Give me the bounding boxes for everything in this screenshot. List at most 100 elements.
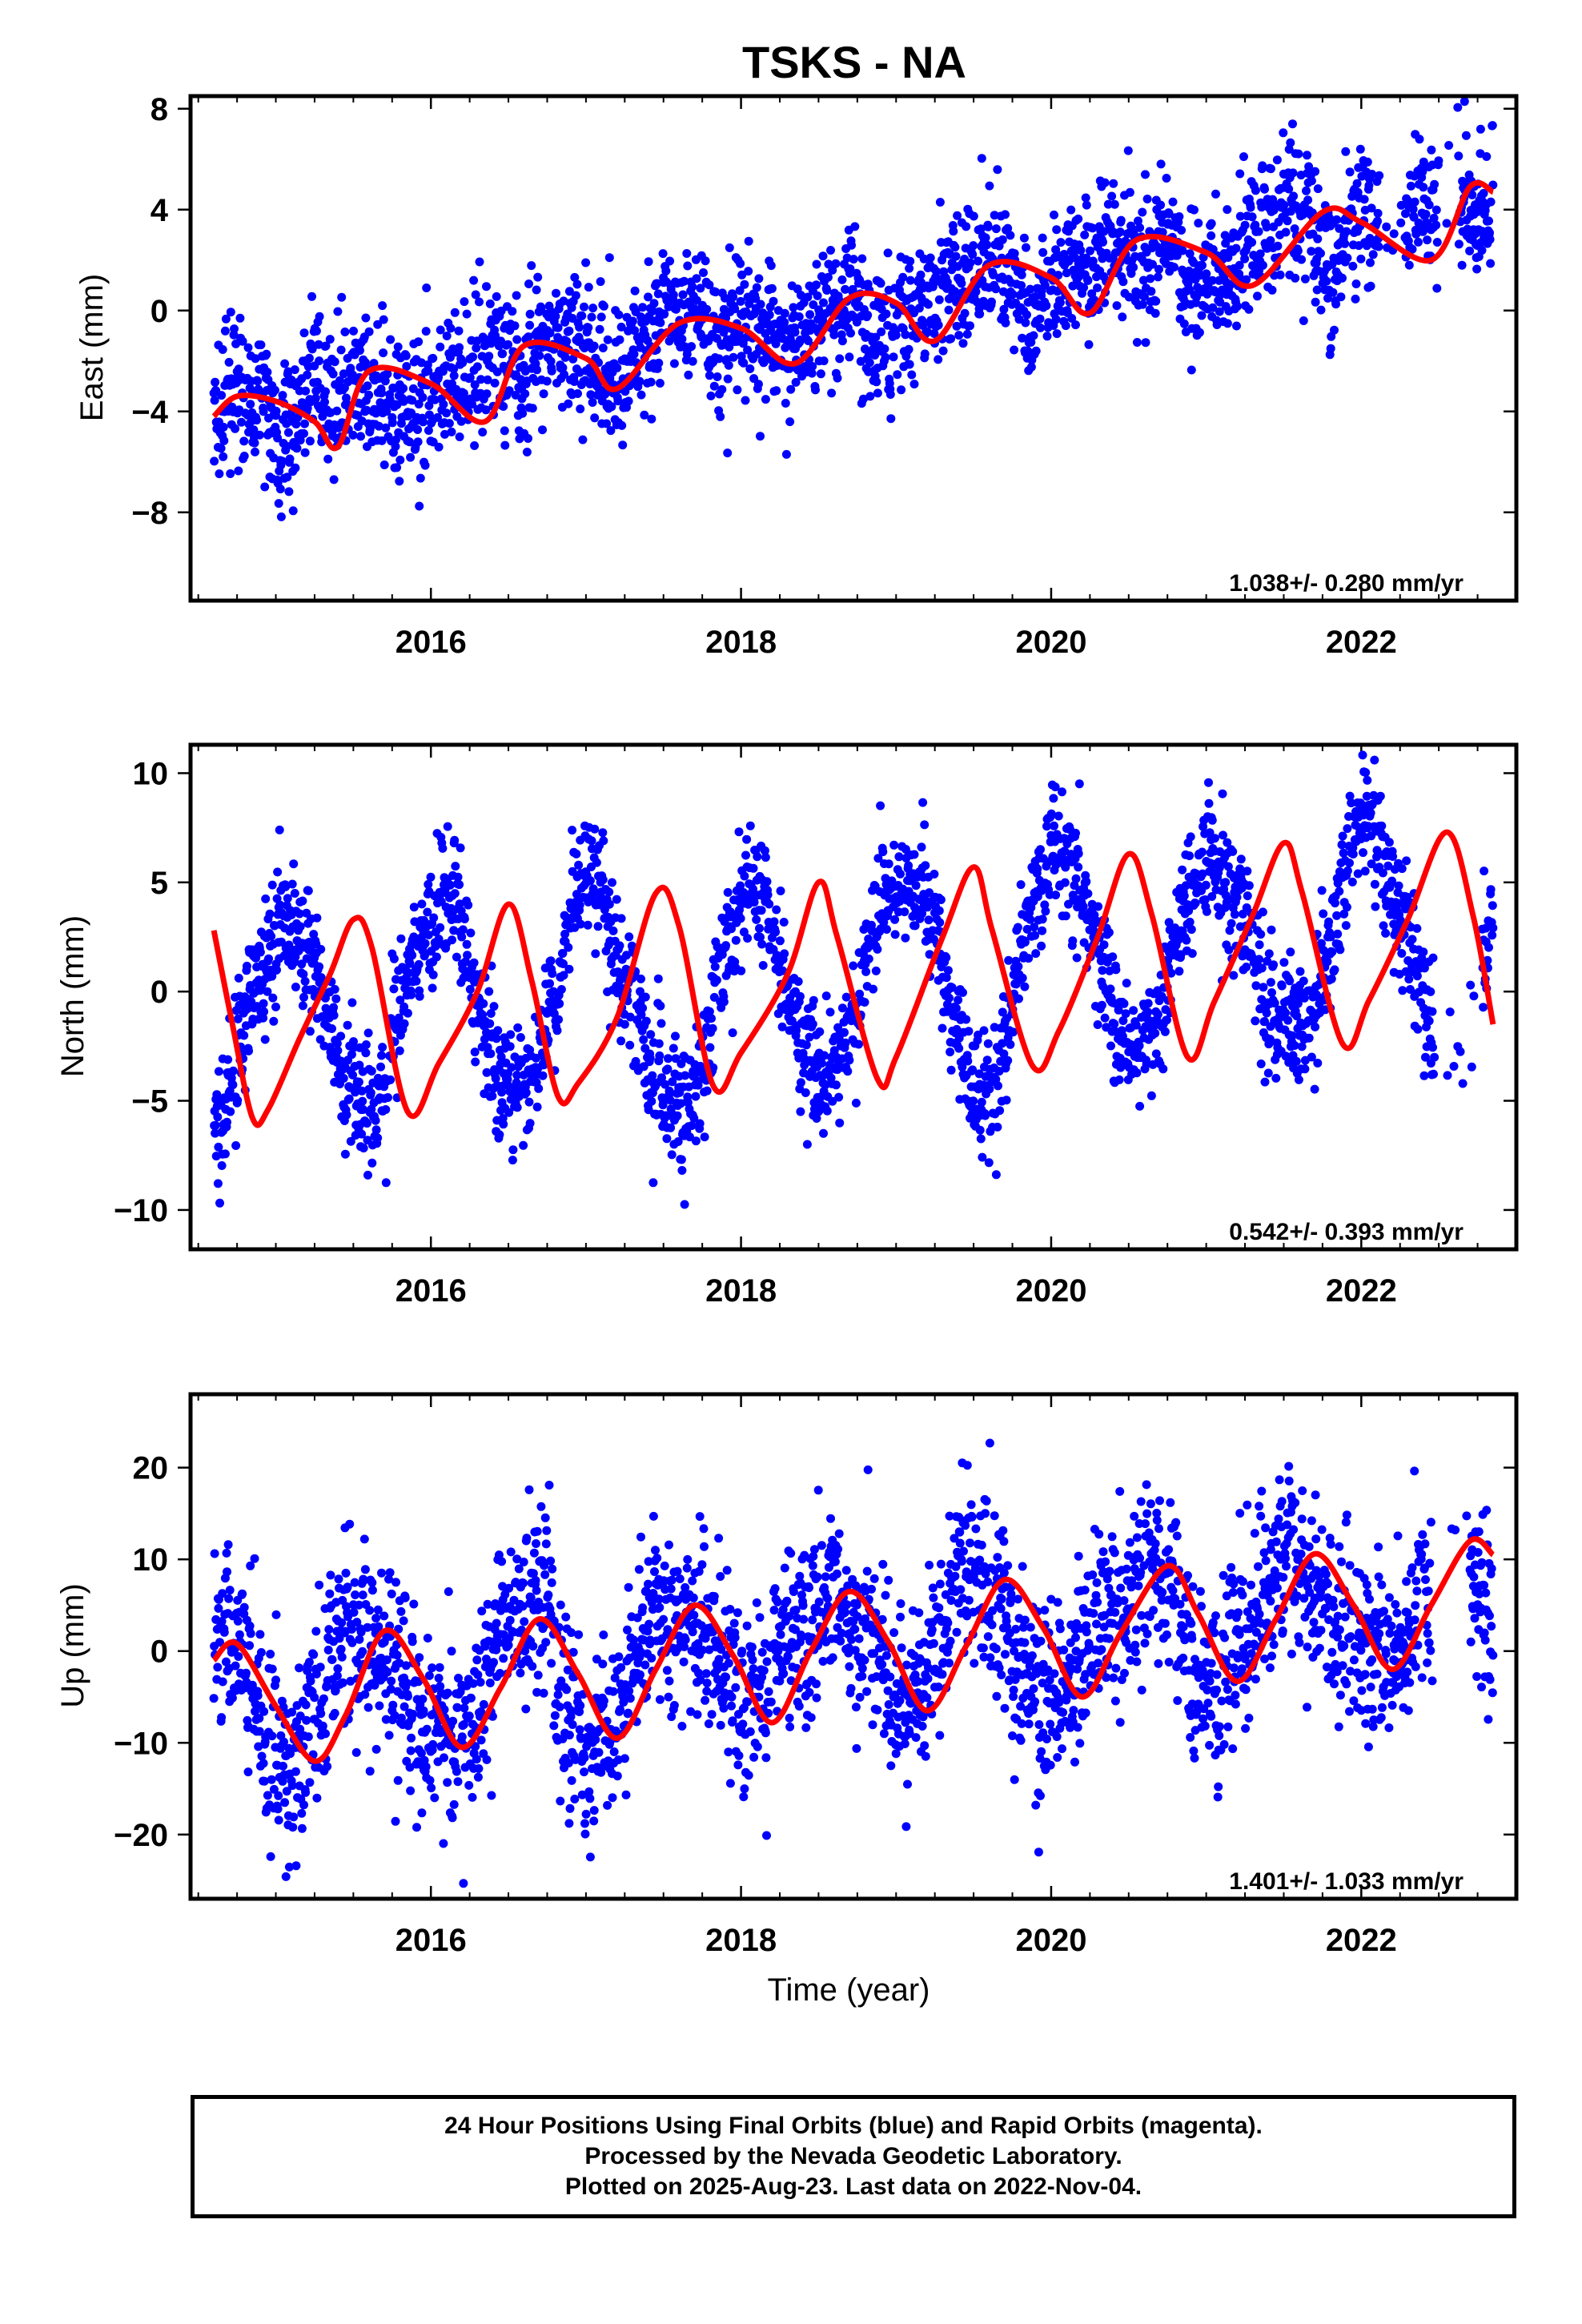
east-data-point <box>1017 270 1026 279</box>
north-data-point <box>942 953 951 963</box>
north-data-point <box>753 852 762 862</box>
north-data-point <box>559 959 568 968</box>
north-data-point <box>268 993 278 1003</box>
east-data-point <box>1284 184 1294 194</box>
north-data-point <box>687 1121 697 1130</box>
east-data-point <box>951 251 961 261</box>
east-data-point <box>321 387 330 396</box>
north-data-point <box>215 1198 224 1208</box>
north-y-tick-label: −10 <box>114 1193 168 1228</box>
east-data-point <box>402 362 412 371</box>
east-data-point <box>966 321 974 331</box>
east-data-point <box>440 429 449 439</box>
north-data-point <box>507 1063 516 1072</box>
north-data-point <box>710 962 720 971</box>
east-data-point <box>1303 151 1311 160</box>
north-data-point <box>1262 1008 1271 1018</box>
east-data-point <box>721 293 729 303</box>
north-data-point <box>1100 1013 1110 1023</box>
north-data-point <box>991 1170 1001 1180</box>
north-data-point <box>400 1019 409 1028</box>
east-data-point <box>498 349 508 359</box>
north-data-point <box>721 941 731 951</box>
east-data-point <box>812 259 821 269</box>
east-data-point <box>1168 197 1178 207</box>
north-data-point <box>822 1106 832 1116</box>
north-data-point <box>532 1102 542 1112</box>
east-data-point <box>1195 328 1204 337</box>
north-data-point <box>757 906 766 915</box>
north-data-point <box>1297 1042 1307 1051</box>
north-data-point <box>366 1088 375 1097</box>
north-data-point <box>443 822 452 831</box>
east-data-point <box>1141 338 1150 348</box>
east-data-point <box>1008 290 1018 299</box>
east-data-point <box>850 222 860 231</box>
east-data-point <box>872 377 881 387</box>
east-data-point <box>278 391 287 400</box>
east-data-point <box>1066 205 1076 215</box>
north-data-point <box>647 1096 656 1106</box>
east-data-point <box>569 377 579 386</box>
east-data-point <box>392 463 402 472</box>
north-data-point <box>495 1130 504 1140</box>
east-data-point <box>301 386 311 396</box>
north-data-point <box>1135 1101 1145 1111</box>
east-data-point <box>905 256 915 266</box>
north-data-point <box>466 928 476 938</box>
east-data-point <box>219 436 229 445</box>
east-data-point <box>1174 212 1184 221</box>
north-data-point <box>1150 1028 1160 1038</box>
east-data-point <box>1332 215 1342 224</box>
north-data-point <box>681 1071 690 1080</box>
north-data-point <box>1110 1019 1119 1029</box>
east-data-point <box>239 452 249 460</box>
east-data-point <box>1479 188 1488 198</box>
east-data-point <box>1364 181 1374 191</box>
north-data-point <box>223 1117 231 1127</box>
north-data-point <box>395 1046 404 1055</box>
east-data-point <box>413 437 423 447</box>
north-data-point <box>1003 1055 1013 1065</box>
north-data-point <box>636 974 645 983</box>
north-data-point <box>1060 878 1070 887</box>
north-data-point <box>1143 999 1153 1008</box>
north-data-point <box>1132 1068 1142 1078</box>
east-data-point <box>646 377 656 387</box>
east-data-point <box>1062 268 1071 278</box>
east-data-point <box>573 389 582 398</box>
east-data-point <box>958 339 968 348</box>
east-data-point <box>1419 183 1428 192</box>
east-data-point <box>1026 362 1036 372</box>
north-data-point <box>705 1007 714 1016</box>
north-data-point <box>403 1008 412 1018</box>
east-data-point <box>891 331 901 340</box>
east-data-point <box>444 419 454 428</box>
east-data-point <box>237 417 246 427</box>
north-data-point <box>775 936 785 946</box>
north-data-point <box>214 1067 223 1076</box>
east-data-point <box>364 390 374 400</box>
north-data-point <box>1033 864 1042 874</box>
east-data-point <box>1251 186 1260 195</box>
north-data-point <box>851 1098 861 1108</box>
east-data-point <box>1179 319 1189 328</box>
east-data-point <box>682 349 692 359</box>
north-data-point <box>719 997 729 1007</box>
east-data-point <box>630 286 640 296</box>
north-data-point <box>772 905 781 915</box>
north-data-point <box>1179 891 1189 901</box>
east-data-point <box>826 246 835 255</box>
north-data-point <box>945 993 954 1003</box>
north-data-point <box>281 882 291 891</box>
north-data-point <box>958 987 967 997</box>
east-data-point <box>669 359 679 368</box>
east-data-point <box>705 280 714 290</box>
north-data-point <box>636 1010 646 1019</box>
east-data-point <box>1156 200 1166 210</box>
north-data-point <box>815 1027 825 1036</box>
east-data-point <box>587 312 596 322</box>
east-data-point <box>271 406 281 416</box>
east-data-point <box>1348 261 1358 271</box>
east-data-point <box>934 320 943 330</box>
